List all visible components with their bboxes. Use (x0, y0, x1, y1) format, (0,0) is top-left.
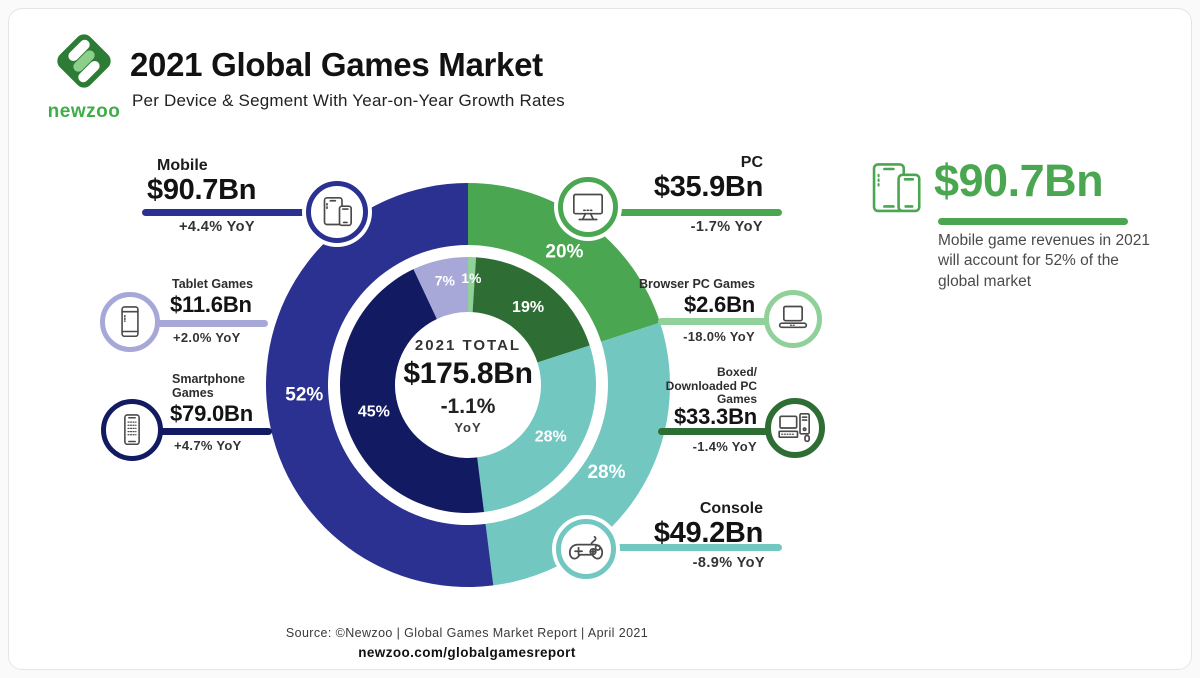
donut-segment-mobile (266, 183, 494, 587)
gamepad-icon (568, 535, 604, 560)
tablet-label: Tablet Games (172, 277, 254, 291)
newzoo-logo-icon (57, 34, 111, 88)
donut-percent-label: 28% (587, 462, 625, 483)
total-yoy: -1.1% (440, 395, 496, 418)
pc-growth: -1.7% YoY (690, 219, 763, 235)
highlight-devices-icon (864, 158, 928, 225)
tablet-callout-line (156, 320, 268, 327)
desktop-monitor-icon (573, 193, 603, 221)
donut-percent-label: 52% (285, 384, 323, 405)
tablet-value: $11.6Bn (170, 292, 252, 317)
laptop-icon (778, 305, 808, 329)
boxed-growth: -1.4% YoY (692, 439, 757, 454)
highlight-underline (938, 218, 1128, 225)
console-value: $49.2Bn (653, 517, 763, 549)
pc-icon-circle (558, 177, 618, 237)
donut-percent-label: 20% (545, 241, 583, 262)
tablet-icon (121, 306, 139, 338)
boxed-value: $33.3Bn (674, 404, 757, 429)
browser-icon-circle (764, 290, 822, 348)
smartphone-icon-circle (101, 399, 163, 461)
highlight-value: $90.7Bn (934, 155, 1104, 206)
browser-callout-line (658, 318, 768, 325)
source-note: Source: ©Newzoo | Global Games Market Re… (285, 626, 649, 640)
boxed-callout-line (658, 428, 770, 435)
donut-segment-browser-pc-games (468, 257, 477, 313)
browser-growth: -18.0% YoY (683, 329, 755, 344)
tablet-icon-circle (100, 292, 160, 352)
desktop-tower-icon (778, 413, 810, 443)
console-label: Console (699, 500, 763, 517)
donut-percent-label: 28% (535, 429, 567, 446)
smartphone-growth: +4.7% YoY (174, 438, 242, 453)
total-yoy-unit: YoY (454, 420, 482, 435)
boxed-label: Boxed/ Downloaded PC Games (665, 365, 757, 407)
tablet-growth: +2.0% YoY (173, 330, 241, 345)
page-title: 2021 Global Games Market (130, 46, 543, 83)
total-value: $175.8Bn (403, 357, 533, 390)
browser-value: $2.6Bn (684, 292, 755, 317)
donut-percent-label: 45% (358, 404, 390, 421)
smartphone-icon (124, 414, 140, 446)
boxed-icon-circle (765, 398, 825, 458)
donut-segment-tablet-games (413, 257, 468, 319)
donut-segment-console (485, 322, 670, 586)
newzoo-wordmark: newzoo (47, 101, 121, 122)
donut-center: 2021 TOTAL $175.8Bn -1.1% YoY (368, 337, 568, 435)
donut-percent-label: 1% (461, 270, 482, 286)
mobile-growth: +4.4% YoY (179, 219, 256, 235)
mobile-callout-line (142, 209, 314, 216)
console-icon-circle (556, 519, 616, 579)
tablet-phone-icon (323, 197, 352, 227)
smartphone-value: $79.0Bn (170, 401, 253, 426)
donut-segment-pc (468, 183, 661, 342)
smartphone-callout-line (158, 428, 272, 435)
donut-chart: 20% 28% 52% 1% 19% 28% 45% 7% (266, 183, 670, 587)
mobile-icon-circle (306, 181, 368, 243)
pc-callout-line (612, 209, 782, 216)
console-callout-line (612, 544, 782, 551)
pc-value: $35.9Bn (653, 171, 763, 203)
highlight-description: Mobile game revenues in 2021 will accoun… (938, 232, 1150, 290)
report-url: newzoo.com/globalgamesreport (358, 645, 576, 660)
page-subtitle: Per Device & Segment With Year-on-Year G… (132, 91, 565, 110)
mobile-label: Mobile (157, 157, 208, 174)
total-label: 2021 TOTAL (414, 337, 522, 354)
browser-label: Browser PC Games (638, 277, 755, 291)
console-growth: -8.9% YoY (692, 555, 765, 571)
pc-label: PC (740, 154, 763, 171)
donut-segment-boxed-downloaded-pc-games (472, 257, 590, 363)
donut-percent-label: 7% (435, 272, 456, 288)
smartphone-label: Smartphone Games (172, 372, 245, 401)
donut-percent-label: 19% (512, 299, 544, 316)
newzoo-logo: newzoo (42, 28, 126, 123)
mobile-value: $90.7Bn (147, 174, 257, 206)
donut-segment-smartphone-games (339, 269, 485, 513)
donut-segment-console (477, 345, 596, 512)
